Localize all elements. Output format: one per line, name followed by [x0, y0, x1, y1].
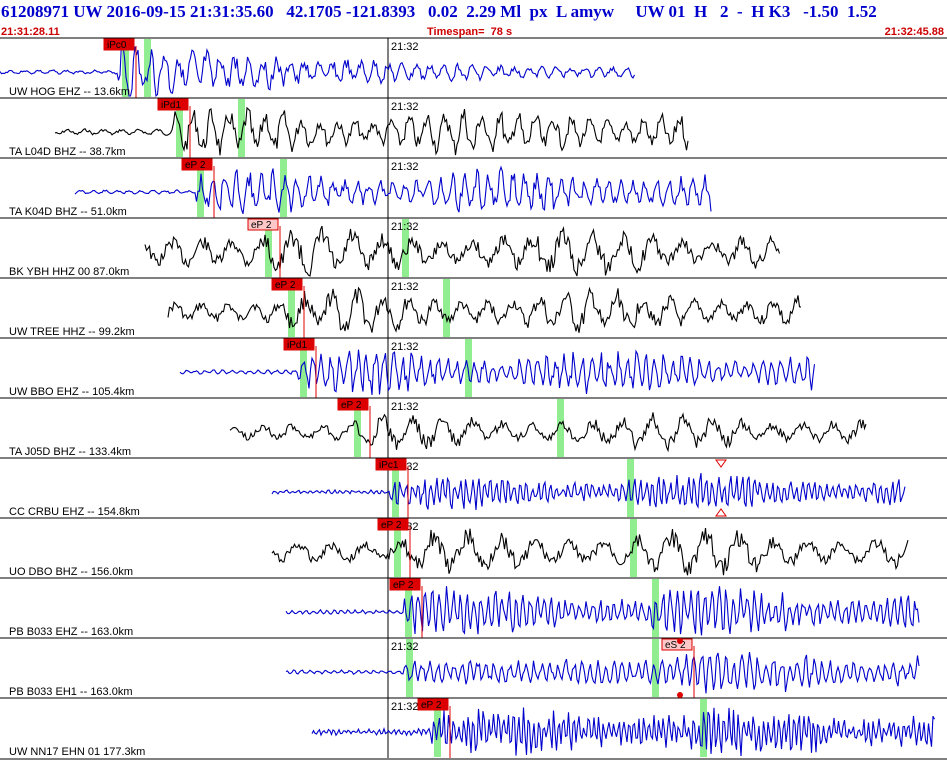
pick-label[interactable]: eP 2 — [185, 160, 206, 171]
time-window-marker[interactable] — [652, 579, 659, 637]
time-window-marker[interactable] — [300, 339, 307, 397]
time-marker-label: 21:32 — [391, 221, 419, 233]
end-time: 21:32:45.88 — [884, 26, 944, 38]
pick-dot-icon — [677, 692, 683, 698]
time-window-marker[interactable] — [557, 399, 564, 457]
station-label: TA J05D BHZ -- 133.4km — [9, 446, 131, 458]
waveform-trace[interactable] — [229, 412, 867, 453]
waveform-trace[interactable] — [271, 528, 909, 576]
pick-flag[interactable] — [337, 398, 369, 411]
pick-label[interactable]: eP 2 — [421, 700, 442, 711]
time-window-marker[interactable] — [394, 519, 401, 577]
pick-flag[interactable] — [417, 698, 449, 711]
event-header: 61208971 UW 2016-09-15 21:31:35.60 42.17… — [0, 0, 947, 38]
time-window-marker[interactable] — [652, 639, 659, 697]
time-window-marker[interactable] — [406, 639, 413, 697]
waveform-trace[interactable] — [285, 652, 920, 694]
time-marker-label: 21:32 — [391, 281, 419, 293]
time-window-marker[interactable] — [402, 219, 409, 277]
waveform-trace[interactable] — [179, 349, 816, 395]
pick-label[interactable]: eP 2 — [251, 220, 272, 231]
pick-flag[interactable] — [247, 218, 279, 231]
time-window-marker[interactable] — [443, 279, 450, 337]
pick-flag[interactable] — [661, 638, 693, 651]
time-window-marker[interactable] — [197, 159, 204, 217]
station-label: UW BBO EHZ -- 105.4km — [9, 386, 134, 398]
time-marker-label: 21:32 — [391, 161, 419, 173]
pick-flag[interactable] — [157, 98, 189, 111]
pick-label[interactable]: eP 2 — [275, 280, 296, 291]
time-window-marker[interactable] — [288, 279, 295, 337]
time-window-marker[interactable] — [405, 579, 412, 637]
pick-label[interactable]: eP 2 — [381, 520, 402, 531]
pick-flag[interactable] — [181, 158, 213, 171]
amplitude-marker-icon — [715, 459, 727, 468]
station-label: UW HOG EHZ -- 13.6km — [9, 86, 130, 98]
pick-label[interactable]: eP 2 — [341, 400, 362, 411]
station-label: TA K04D BHZ -- 51.0km — [9, 206, 127, 218]
station-label: UW TREE HHZ -- 99.2km — [9, 326, 135, 338]
time-window-marker[interactable] — [144, 39, 151, 97]
pick-label[interactable]: iPc0 — [107, 40, 127, 51]
waveform-trace[interactable] — [311, 707, 935, 757]
time-window-marker[interactable] — [630, 519, 637, 577]
station-label: PB B033 EHZ -- 163.0km — [9, 626, 133, 638]
pick-flag[interactable] — [283, 338, 315, 351]
waveform-trace[interactable] — [271, 473, 906, 511]
station-label: UO DBO BHZ -- 156.0km — [9, 566, 133, 578]
time-window-marker[interactable] — [700, 699, 707, 757]
pick-label[interactable]: eS 2 — [665, 640, 686, 651]
waveform-trace[interactable] — [285, 586, 920, 636]
time-marker-label: 21:32 — [391, 101, 419, 113]
pick-flag[interactable] — [271, 278, 303, 291]
waveform-trace[interactable] — [74, 165, 712, 214]
station-label: PB B033 EH1 -- 163.0km — [9, 686, 133, 698]
pick-label[interactable]: iPd1 — [161, 100, 181, 111]
waveform-trace[interactable] — [54, 106, 689, 156]
pick-flag[interactable] — [377, 518, 409, 531]
time-window-marker[interactable] — [238, 99, 245, 157]
time-marker-label: 21:32 — [391, 701, 419, 713]
waveform-trace[interactable] — [144, 225, 781, 277]
time-marker-label: 21:32 — [391, 41, 419, 53]
station-label: UW NN17 EHN 01 177.3km — [9, 746, 145, 758]
time-window-marker[interactable] — [627, 459, 634, 517]
waveform-trace[interactable] — [0, 41, 635, 98]
station-label: CC CRBU EHZ -- 154.8km — [9, 506, 140, 518]
time-marker-label: 21:32 — [391, 401, 419, 413]
station-label: BK YBH HHZ 00 87.0km — [9, 266, 129, 278]
pick-flag[interactable] — [389, 578, 421, 591]
pick-label[interactable]: eP 2 — [393, 580, 414, 591]
pick-flag[interactable] — [103, 38, 135, 51]
waveform-trace[interactable] — [167, 286, 802, 333]
station-label: TA L04D BHZ -- 38.7km — [9, 146, 126, 158]
pick-flag[interactable] — [375, 458, 407, 471]
pick-dot-icon — [677, 638, 683, 644]
pick-label[interactable]: iPc1 — [379, 460, 399, 471]
event-summary-line: 61208971 UW 2016-09-15 21:31:35.60 42.17… — [1, 2, 877, 21]
time-marker-label: 21:32 — [391, 641, 419, 653]
amplitude-marker-icon — [715, 508, 727, 517]
time-marker-label: 21:32 — [391, 341, 419, 353]
pick-label[interactable]: iPd1 — [287, 340, 307, 351]
timespan-label: Timespan= 78 s — [427, 26, 513, 38]
start-time: 21:31:28.11 — [1, 26, 60, 38]
